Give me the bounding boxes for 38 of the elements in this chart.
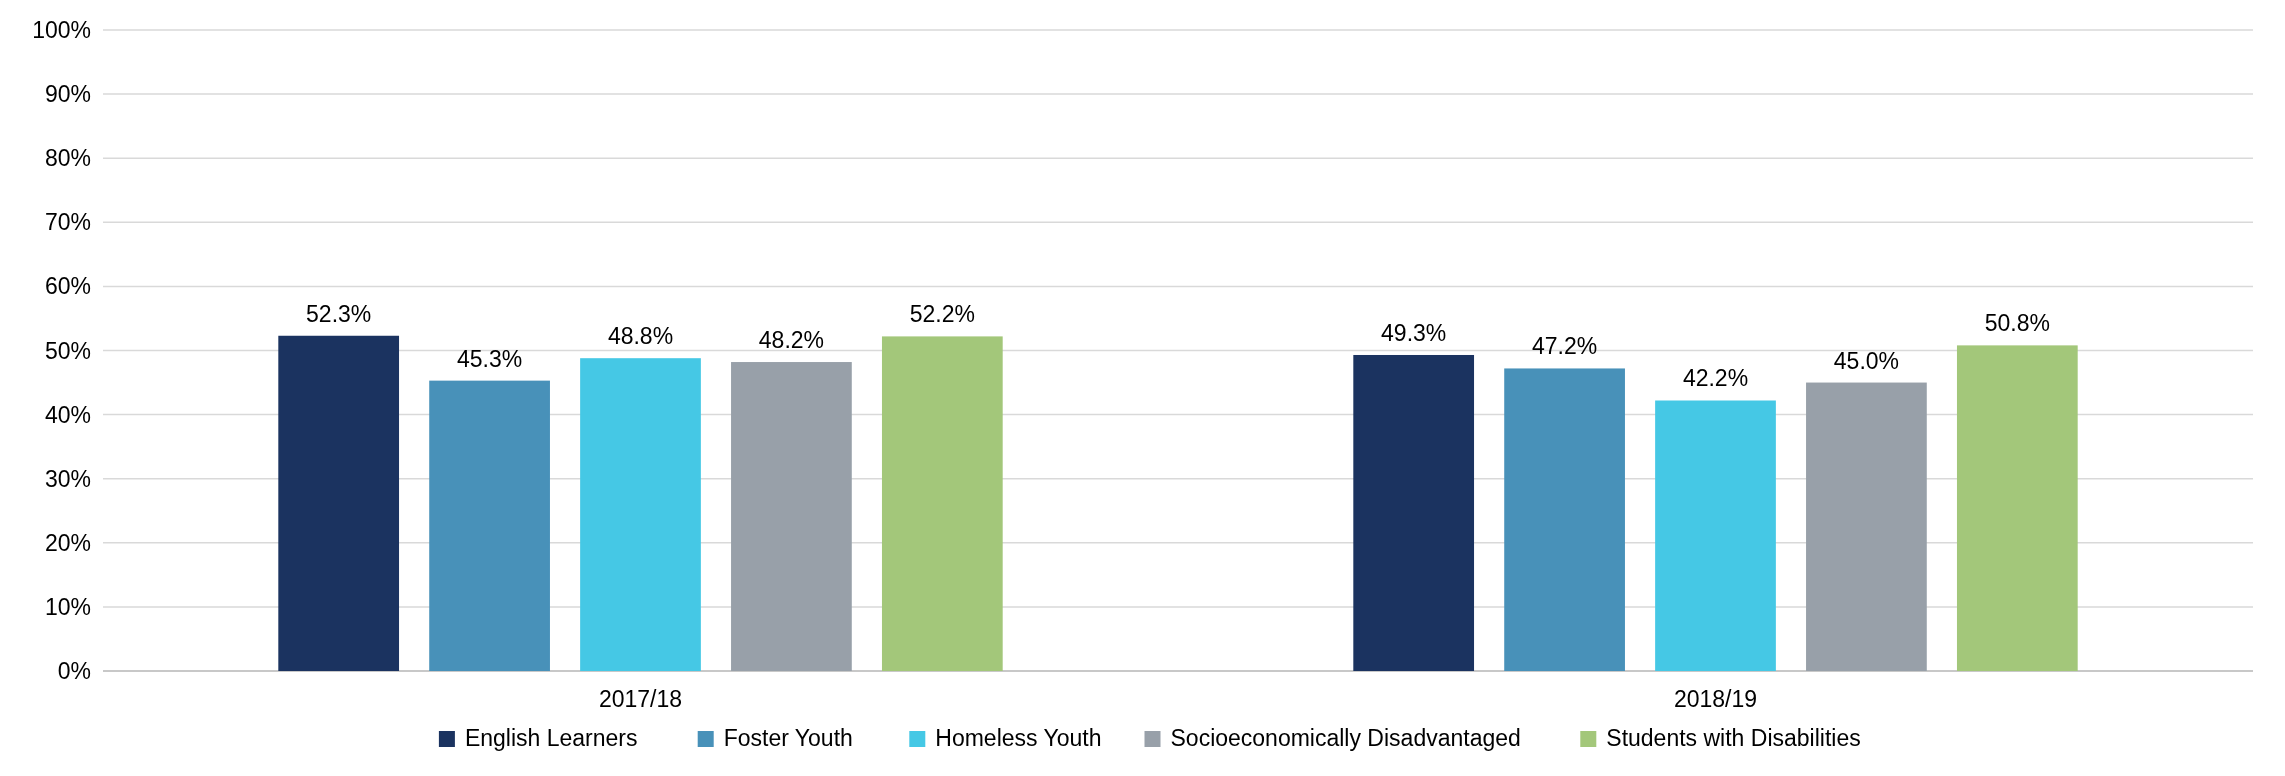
y-tick-label: 60%: [44, 273, 91, 300]
bar: [580, 358, 701, 671]
text: 42.2%: [1682, 365, 1749, 392]
text: 52.2%: [909, 301, 975, 328]
bar: [731, 362, 852, 671]
bar: [1956, 345, 2078, 671]
y-tick-label: 50%: [44, 337, 91, 364]
x-tick-label: 2017/18: [598, 686, 683, 712]
bar: [1806, 382, 1927, 671]
legend-label: English Learners: [464, 725, 638, 751]
y-tick-label: 20%: [44, 529, 91, 556]
y-tick-label: 30%: [44, 465, 91, 492]
y-tick-label: 40%: [44, 401, 91, 428]
text: 48.8%: [607, 323, 674, 350]
legend-label: Homeless Youth: [935, 725, 1102, 751]
text: 48.2%: [758, 327, 825, 354]
text: 45.0%: [1833, 347, 1900, 374]
legend-label: Students with Disabilities: [1606, 725, 1861, 751]
text: 45.3%: [456, 345, 523, 372]
y-tick-label: 0%: [57, 658, 91, 685]
x-tick-label: 2018/19: [1673, 686, 1758, 712]
y-tick-label: 100%: [32, 17, 91, 44]
y-tick-label: 10%: [44, 593, 91, 620]
y-tick-label: 90%: [44, 81, 91, 108]
text: 50.8%: [1984, 310, 2050, 337]
text: 49.3%: [1381, 319, 1447, 346]
text: 47.2%: [1531, 333, 1598, 360]
bar: [1655, 400, 1776, 671]
legend-label: Socioeconomically Disadvantaged: [1170, 725, 1521, 751]
bar: [1504, 368, 1625, 671]
text: 52.3%: [306, 300, 372, 327]
y-tick-label: 80%: [44, 145, 91, 172]
bar: [1353, 354, 1475, 671]
bar: [429, 380, 550, 671]
y-tick-label: 70%: [44, 209, 91, 236]
bar: [881, 336, 1003, 671]
legend-label: Foster Youth: [723, 725, 853, 751]
bar: [278, 335, 400, 671]
